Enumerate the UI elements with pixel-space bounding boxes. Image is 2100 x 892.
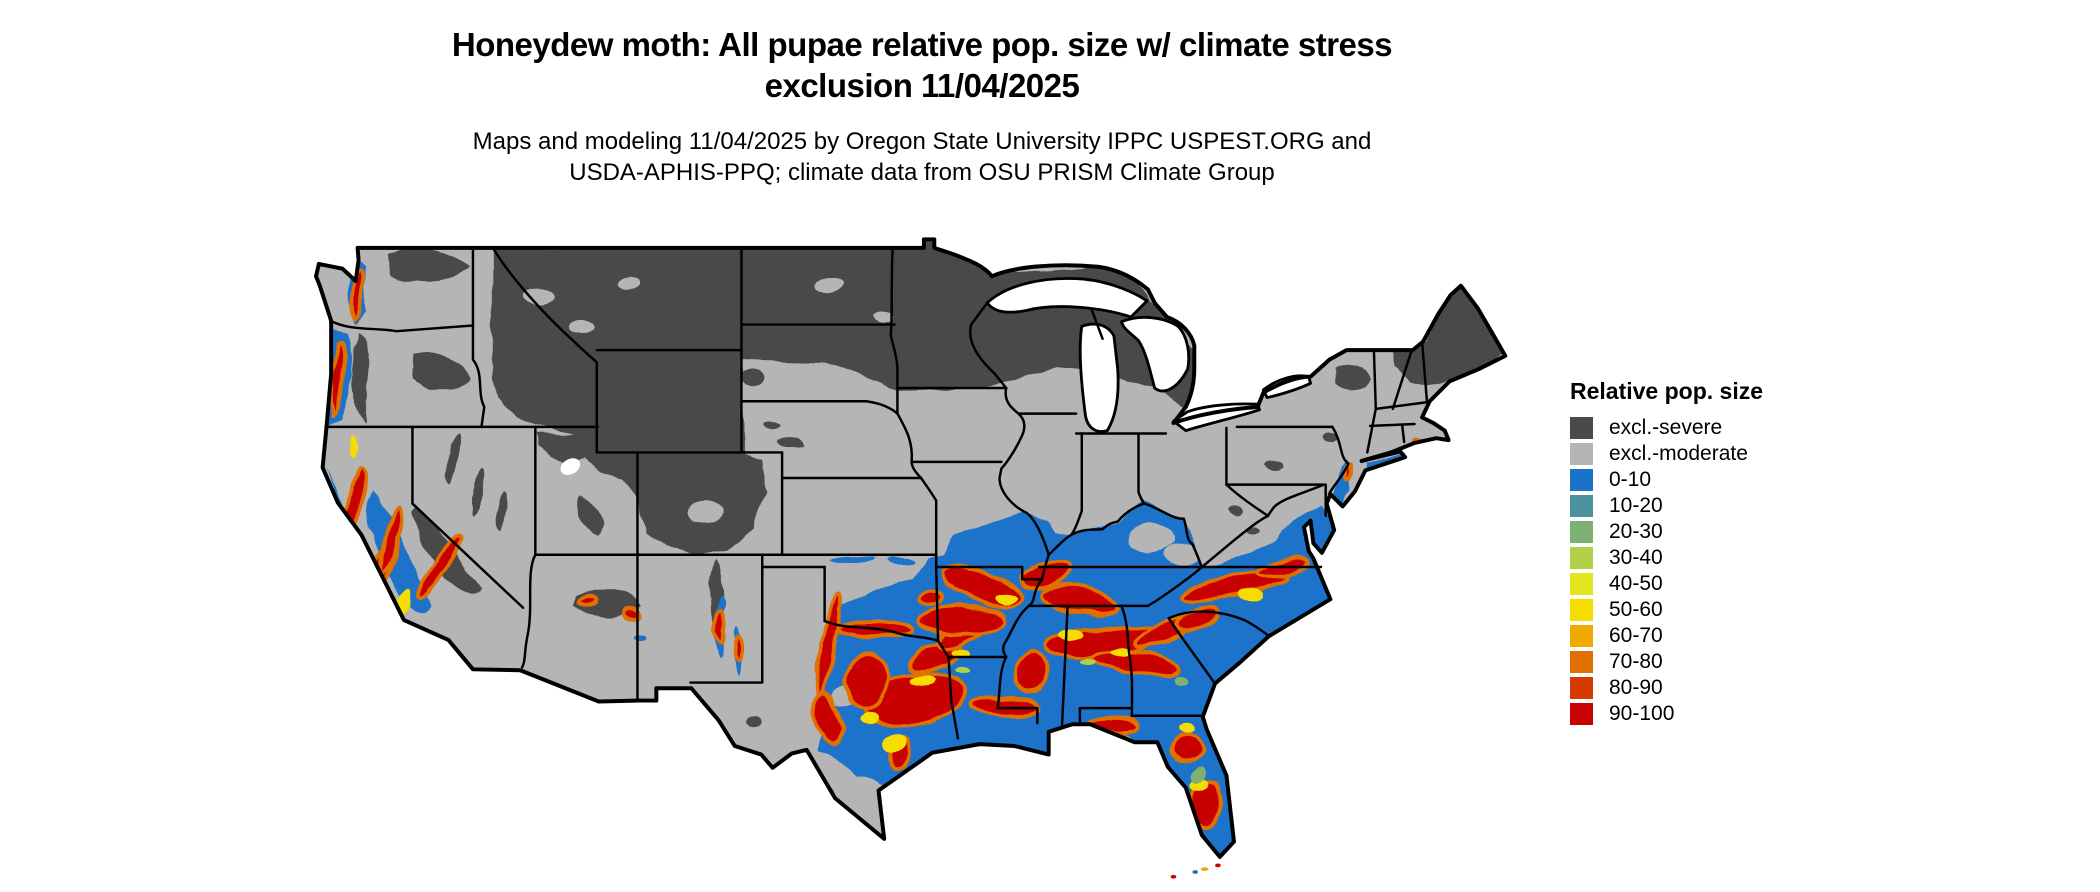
legend-item: 10-20 (1570, 494, 1870, 517)
legend-label: 50-60 (1609, 598, 1663, 621)
legend-swatch (1570, 573, 1593, 595)
legend-swatch (1570, 443, 1593, 465)
lake-huron (1120, 315, 1191, 393)
legend-swatch (1570, 599, 1593, 621)
legend-label: 90-100 (1609, 702, 1675, 725)
layer-state-borders (324, 246, 1429, 740)
great-salt-lake (560, 458, 581, 476)
legend-label: 60-70 (1609, 624, 1663, 647)
legend-swatch (1570, 469, 1593, 491)
map-title-line1: Honeydew moth: All pupae relative pop. s… (451, 26, 1393, 63)
us-risk-map (299, 227, 1528, 890)
legend-swatch (1570, 417, 1593, 439)
legend-title: Relative pop. size (1570, 378, 1764, 404)
legend-label: 20-30 (1609, 520, 1663, 543)
legend-swatch (1570, 547, 1593, 569)
map-title: Honeydew moth: All pupae relative pop. s… (0, 24, 1844, 106)
legend-swatch (1570, 625, 1593, 647)
legend-label: 40-50 (1609, 572, 1663, 595)
legend-item: 70-80 (1570, 650, 1870, 673)
legend-swatch (1570, 495, 1593, 517)
legend-label: excl.-severe (1609, 416, 1723, 439)
layer-excl-severe (351, 242, 1503, 726)
legend-item: 60-70 (1570, 624, 1870, 647)
legend-item: excl.-severe (1570, 416, 1870, 439)
legend-swatch (1570, 521, 1593, 543)
legend-item: 80-90 (1570, 676, 1870, 699)
map-credit-line1: Maps and modeling 11/04/2025 by Oregon S… (472, 128, 1372, 155)
layer-excl-moderate-patches (484, 276, 1070, 521)
lake-ontario (1261, 374, 1312, 399)
lake-superior (985, 277, 1149, 319)
legend-items: excl.-severe excl.-moderate 0-10 10-20 20-30… (1570, 416, 1870, 725)
legend-item: 0-10 (1570, 468, 1870, 491)
legend-label: 0-10 (1609, 468, 1652, 491)
legend-swatch (1570, 703, 1593, 725)
legend-label: 30-40 (1609, 546, 1663, 569)
legend-label: 80-90 (1609, 676, 1663, 699)
legend-label: 70-80 (1609, 650, 1663, 673)
legend-label: excl.-moderate (1609, 442, 1748, 465)
legend-item: 20-30 (1570, 520, 1870, 543)
us-outline-stroke (314, 237, 1508, 859)
legend-item: 50-60 (1570, 598, 1870, 621)
map-credit: Maps and modeling 11/04/2025 by Oregon S… (0, 126, 1844, 188)
legend-item: 90-100 (1570, 702, 1870, 725)
legend-swatch (1570, 651, 1593, 673)
legend-label: 10-20 (1609, 494, 1663, 517)
legend-swatch (1570, 677, 1593, 699)
florida-keys (1170, 863, 1221, 879)
lake-michigan (1078, 322, 1120, 433)
map-title-line2: exclusion 11/04/2025 (764, 67, 1080, 104)
legend-item: 40-50 (1570, 572, 1870, 595)
legend-item: excl.-moderate (1570, 442, 1870, 465)
us-map-svg (314, 237, 1508, 879)
legend-item: 30-40 (1570, 546, 1870, 569)
map-credit-line2: USDA-APHIS-PPQ; climate data from OSU PR… (569, 159, 1275, 186)
layer-lakes (560, 277, 1312, 476)
legend: Relative pop. size excl.-severe excl.-mod… (1570, 378, 1870, 729)
